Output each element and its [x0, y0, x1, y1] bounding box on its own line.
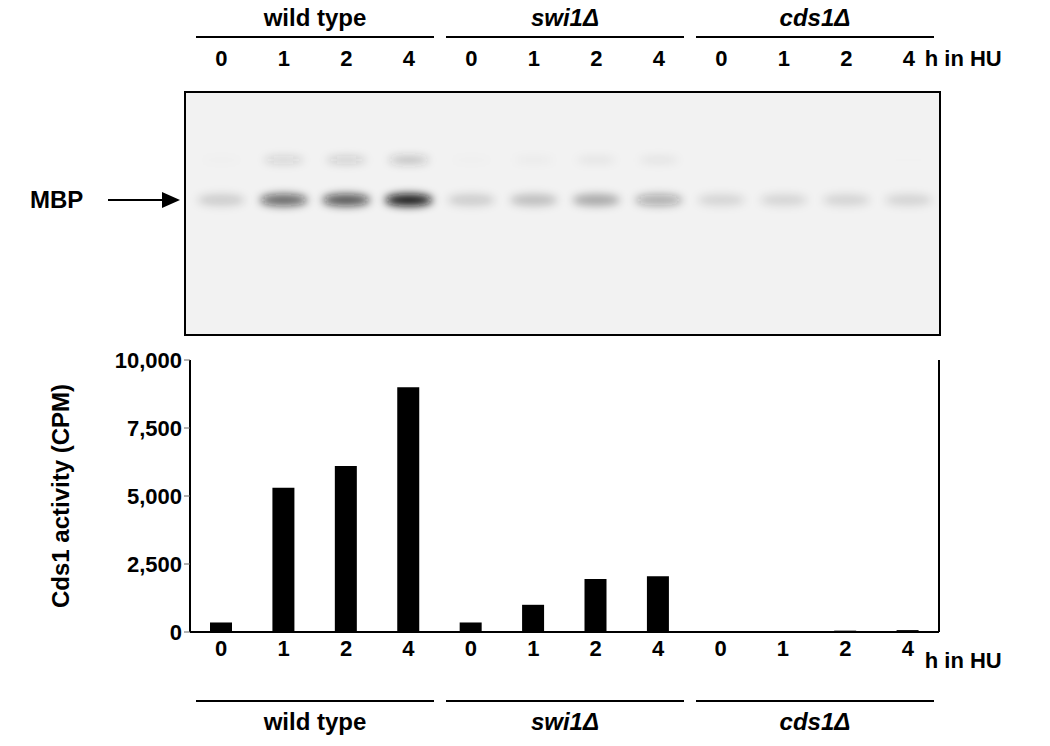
html-text:1: 1	[277, 46, 290, 71]
html-text:wild type: wild type	[263, 708, 367, 735]
html-text:4: 4	[902, 46, 915, 71]
html-text:swi1Δ: swi1Δ	[530, 4, 600, 31]
svg-text:1: 1	[527, 636, 539, 661]
svg-text:2: 2	[340, 636, 352, 661]
html-text:wild type: wild type	[263, 4, 367, 31]
svg-text:Cds1 activity (CPM): Cds1 activity (CPM)	[47, 384, 74, 608]
svg-text:2: 2	[590, 636, 602, 661]
html-text:1: 1	[527, 46, 540, 71]
svg-text:0: 0	[714, 636, 726, 661]
svg-text:4: 4	[902, 636, 915, 661]
html-text:0: 0	[715, 46, 728, 71]
svg-text:4: 4	[402, 636, 415, 661]
svg-text:1: 1	[777, 636, 789, 661]
html-text:0: 0	[215, 46, 228, 71]
html-text:h in HU: h in HU	[924, 46, 1002, 71]
svg-text:0: 0	[465, 636, 477, 661]
html-text:cds1Δ: cds1Δ	[779, 708, 851, 735]
svg-text:1: 1	[278, 636, 290, 661]
html-text:h in HU: h in HU	[924, 648, 1002, 673]
html-text:swi1Δ: swi1Δ	[530, 708, 600, 735]
html-text:0: 0	[465, 46, 478, 71]
html-text:2: 2	[340, 46, 353, 71]
svg-text:2: 2	[839, 636, 851, 661]
html-text:cds1Δ: cds1Δ	[779, 4, 851, 31]
html-text:4: 4	[652, 46, 665, 71]
html-text:2: 2	[840, 46, 853, 71]
html-text:2: 2	[590, 46, 603, 71]
svg-text:7,500: 7,500	[127, 416, 182, 441]
html-text:1: 1	[777, 46, 790, 71]
svg-text:10,000: 10,000	[115, 348, 182, 373]
svg-text:4: 4	[652, 636, 665, 661]
svg-text:2,500: 2,500	[127, 552, 182, 577]
html-text:MBP: MBP	[30, 186, 84, 213]
svg-text:0: 0	[170, 620, 182, 645]
svg-text:0: 0	[215, 636, 227, 661]
html-text:4: 4	[402, 46, 415, 71]
svg-text:5,000: 5,000	[127, 484, 182, 509]
